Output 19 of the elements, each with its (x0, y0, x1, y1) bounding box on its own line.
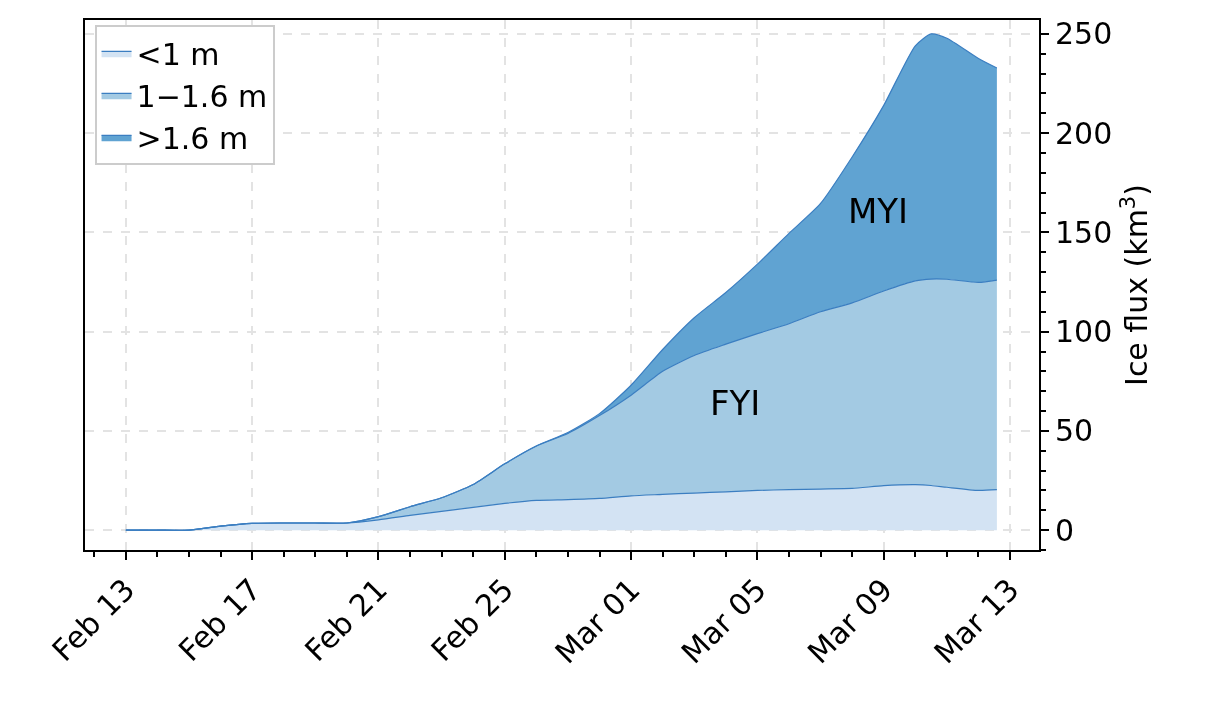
y-tick-label: 150 (1055, 214, 1113, 250)
x-tick-label: Feb 17 (171, 571, 268, 668)
y-tick-label: 100 (1055, 314, 1113, 350)
y-tick-label: 50 (1055, 413, 1094, 449)
x-tick-label: Mar 13 (927, 571, 1026, 671)
x-tick-label: Feb 25 (424, 571, 521, 668)
y-tick-label: 250 (1055, 16, 1113, 52)
legend-label: >1.6 m (136, 121, 249, 156)
x-tick-label: Mar 09 (800, 571, 900, 671)
y-tick-label: 0 (1055, 512, 1075, 548)
x-tick-label: Mar 05 (674, 571, 773, 671)
x-tick-label: Feb 21 (297, 571, 394, 668)
y-tick-label: 200 (1055, 115, 1113, 151)
annotation: FYI (710, 383, 761, 423)
annotation: MYI (848, 191, 909, 231)
x-tick-label: Feb 13 (45, 571, 142, 668)
legend-label: 1−1.6 m (136, 79, 268, 114)
x-tick-label: Mar 01 (548, 571, 647, 671)
legend-label: <1 m (136, 37, 220, 72)
